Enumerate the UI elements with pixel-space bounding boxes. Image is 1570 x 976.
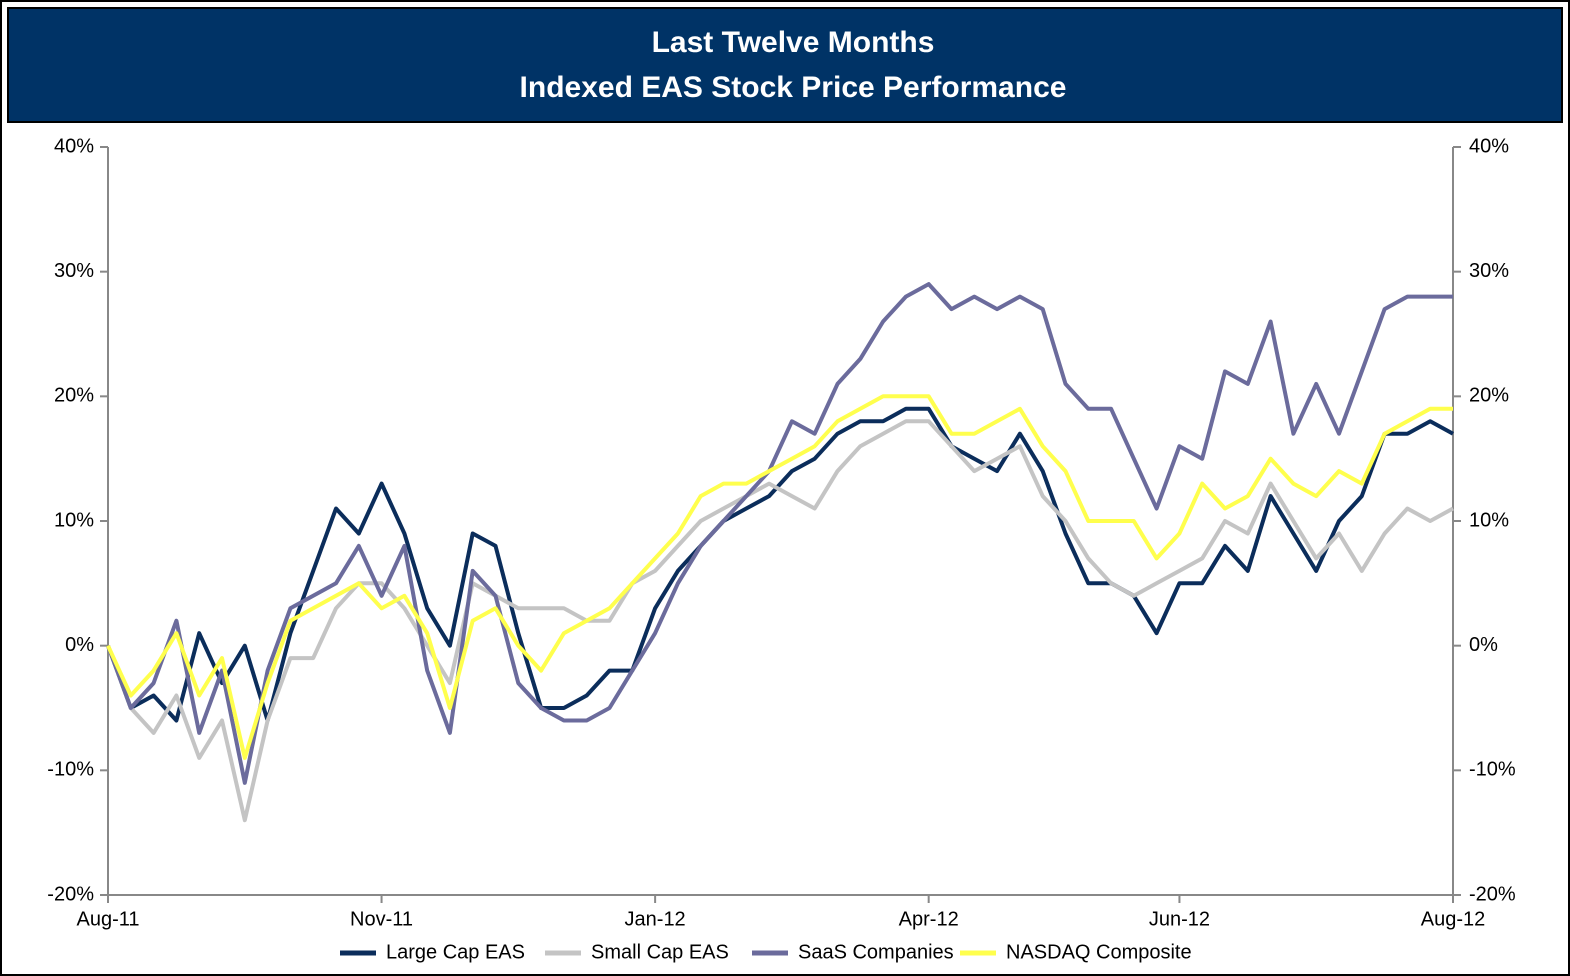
- series-line: [106, 419, 1454, 823]
- legend-label: SaaS Companies: [798, 941, 954, 963]
- x-tick-label: Aug-12: [1421, 908, 1486, 930]
- y-tick-label: 40%: [54, 135, 94, 157]
- y2-tick-label: -10%: [1469, 759, 1516, 781]
- chart-subtitle: Indexed EAS Stock Price Performance: [520, 71, 1067, 104]
- y2-tick-label: 30%: [1469, 260, 1509, 282]
- y-tick-label: 10%: [54, 509, 94, 531]
- y2-tick-label: -20%: [1469, 883, 1516, 905]
- y-tick-label: 0%: [65, 634, 94, 656]
- series-line: [106, 394, 1453, 760]
- y2-tick-label: 40%: [1469, 135, 1509, 157]
- y-tick-label: -10%: [47, 759, 94, 781]
- chart-title: Last Twelve Months: [652, 26, 935, 59]
- x-tick-label: Jan-12: [625, 908, 686, 930]
- legend-label: Large Cap EAS: [386, 941, 525, 963]
- y-tick-label: -20%: [47, 883, 94, 905]
- y-tick-label: 20%: [54, 385, 94, 407]
- y-tick-label: 30%: [54, 260, 94, 282]
- title-banner: [7, 7, 1563, 123]
- y2-tick-label: 10%: [1469, 509, 1509, 531]
- x-tick-label: Jun-12: [1149, 908, 1210, 930]
- legend-label: Small Cap EAS: [591, 941, 729, 963]
- series-line: [106, 282, 1453, 785]
- x-tick-label: Nov-11: [350, 908, 413, 930]
- y2-tick-label: 0%: [1469, 634, 1498, 656]
- series-line: [106, 406, 1454, 723]
- y2-tick-label: 20%: [1469, 385, 1509, 407]
- x-tick-label: Aug-11: [76, 908, 139, 930]
- legend-label: NASDAQ Composite: [1006, 941, 1192, 963]
- x-tick-label: Apr-12: [899, 908, 959, 930]
